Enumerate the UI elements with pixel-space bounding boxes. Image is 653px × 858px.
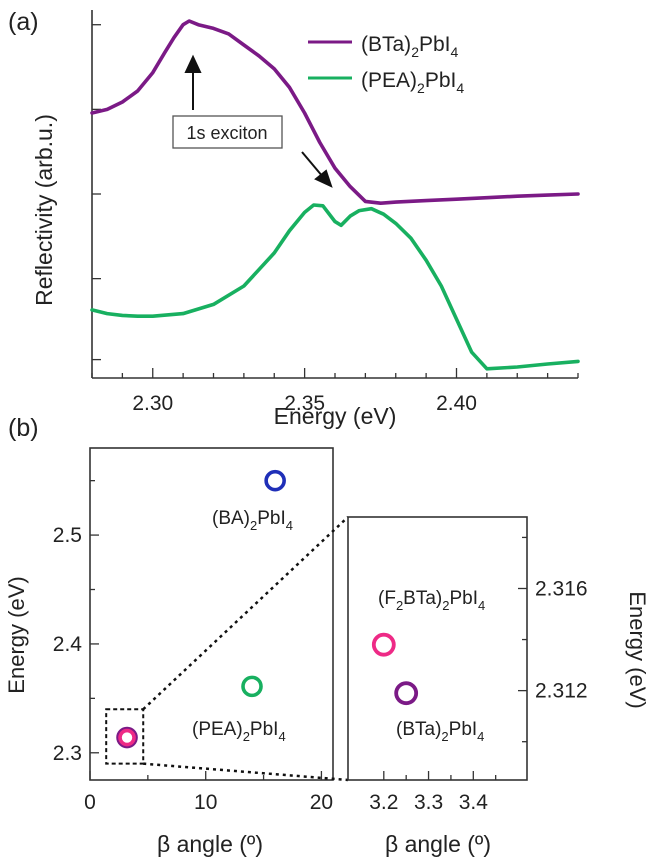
reflectivity-x-axis-label: Energy (eV): [274, 403, 397, 429]
label-bta-sub1: 2: [441, 729, 448, 744]
energy-y-axis-label-right: Energy (eV): [625, 591, 650, 708]
reflectivity-plot: [90, 10, 580, 379]
legend-pea-sub2: 4: [456, 80, 464, 96]
reflectivity-x-tick-label-2: 2.40: [436, 392, 477, 415]
left-x-tick-label-1: 10: [194, 791, 217, 814]
label-f2bta-base2: BTa): [403, 588, 442, 609]
right-x-tick-label-1: 3.3: [414, 791, 443, 814]
left-point-3: [118, 728, 136, 747]
energy-vs-angle-plot: 2.3 2.4 2.5 0 10 20: [53, 447, 349, 814]
label-pea-sub2: 4: [278, 729, 285, 744]
right-point-0: [371, 632, 396, 657]
label-bta-mid: PbI: [449, 719, 478, 740]
energy-y-axis-label-left: Energy (eV): [4, 576, 29, 693]
right-x-tick-label-2: 3.4: [459, 791, 489, 814]
left-point-0: [264, 469, 286, 492]
legend-bta-sub2: 4: [451, 44, 459, 60]
left-y-tick-label-0: 2.3: [53, 742, 82, 765]
left-point-2: [116, 726, 138, 749]
right-y-tick-label-0: 2.312: [535, 680, 588, 703]
reflectivity-x-tick-label-1: 2.35: [284, 392, 325, 415]
legend-bta-base: (BTa): [361, 33, 411, 56]
arrow-diag-head: [314, 169, 333, 188]
zoom-connector-bottom: [143, 762, 349, 782]
right-y-tick-label-1: 2.316: [535, 577, 588, 600]
panel-a-label: (a): [8, 8, 39, 36]
zoom-region-box: [105, 708, 145, 765]
right-plot-frame: [347, 516, 528, 781]
label-ba-mid: PbI: [257, 508, 286, 529]
beta-x-axis-label-left: β angle (º): [157, 831, 263, 857]
series-line-0: [90, 19, 580, 205]
legend-bta-sub1: 2: [411, 44, 419, 60]
label-bta: (BTa)2PbI4: [396, 719, 484, 744]
label-f2bta-sub0: 2: [396, 598, 403, 613]
left-x-tick-label-2: 20: [310, 791, 333, 814]
legend-label-bta: (BTa)2PbI4: [361, 33, 459, 60]
annotation-box: [172, 115, 283, 149]
label-pea-sub1: 2: [243, 729, 250, 744]
legend-pea-mid: PbI: [425, 69, 457, 92]
label-f2bta-mid: PbI: [449, 588, 478, 609]
left-point-1: [241, 675, 263, 698]
series-line-1: [90, 203, 580, 371]
legend-pea-sub1: 2: [417, 80, 425, 96]
legend-label-pea: (PEA)2PbI4: [361, 69, 464, 96]
panel-b-label: (b): [8, 414, 39, 442]
label-ba-base: (BA): [212, 508, 250, 529]
label-ba: (BA)2PbI4: [212, 508, 293, 533]
arrow-up-head: [184, 54, 202, 73]
label-pea-base: (PEA): [192, 719, 243, 740]
label-ba-sub2: 4: [286, 518, 293, 533]
left-x-tick-label-0: 0: [84, 791, 96, 814]
legend-pea-base: (PEA): [361, 69, 417, 92]
label-f2bta-base: (F: [378, 588, 396, 609]
legend-bta-mid: PbI: [419, 33, 451, 56]
label-f2bta-sub2: 4: [478, 598, 485, 613]
left-y-tick-label-1: 2.4: [53, 633, 83, 656]
label-bta-sub2: 4: [477, 729, 484, 744]
right-x-tick-label-0: 3.2: [369, 791, 398, 814]
beta-x-axis-label-right: β angle (º): [385, 831, 491, 857]
label-ba-sub1: 2: [250, 518, 257, 533]
right-point-1: [394, 681, 419, 706]
reflectivity-x-ticks: 2.30 2.35 2.40: [132, 392, 477, 415]
label-f2bta-sub1: 2: [442, 598, 449, 613]
left-y-tick-label-2: 2.5: [53, 524, 82, 547]
label-pea: (PEA)2PbI4: [192, 719, 286, 744]
zoom-connector-top: [142, 516, 349, 711]
label-bta-base: (BTa): [396, 719, 441, 740]
reflectivity-x-tick-label-0: 2.30: [132, 392, 173, 415]
reflectivity-y-axis-label: Reflectivity (arb.u.): [31, 114, 57, 306]
label-pea-mid: PbI: [250, 719, 279, 740]
annotation-text: 1s exciton: [186, 123, 267, 143]
arrow-diag-shaft: [301, 151, 324, 178]
left-plot-frame: [89, 447, 334, 781]
inset-zoom-plot: 2.312 2.316 3.2 3.3 3.4: [347, 516, 588, 814]
label-f2bta: (F2BTa)2PbI4: [378, 588, 485, 613]
annotation-arrows: [184, 54, 333, 188]
